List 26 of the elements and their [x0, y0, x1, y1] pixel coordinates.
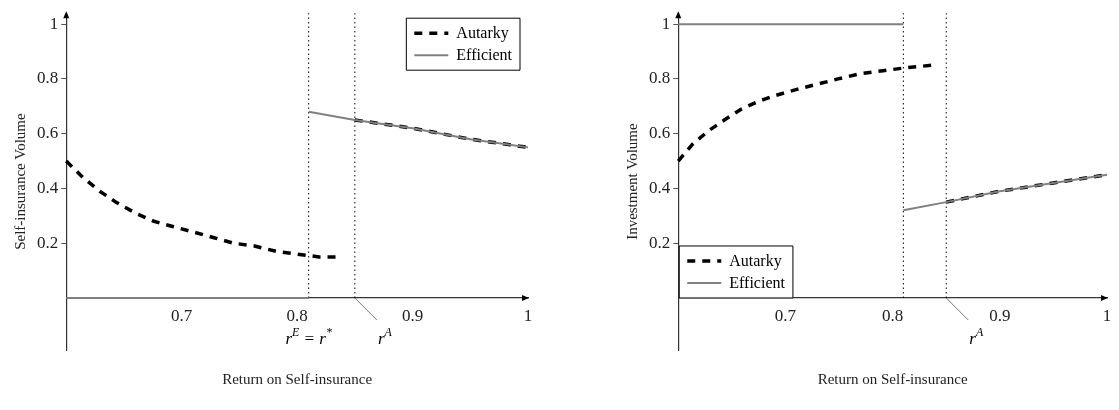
y-tick-label: 0.8: [37, 68, 59, 88]
y-tick-label: 1: [661, 13, 671, 33]
legend-label: Efficient: [456, 46, 513, 64]
legend-label: Autarky: [729, 252, 782, 271]
x-axis-title: Return on Self-insurance: [222, 370, 373, 387]
legend-label: Autarky: [456, 24, 509, 43]
y-tick-label: 0.8: [649, 68, 671, 88]
x-tick-label: 1: [523, 305, 533, 325]
x-axis-title: Return on Self-insurance: [817, 370, 968, 387]
y-tick-label: 0.6: [37, 123, 59, 143]
x-tick-label: 0.7: [774, 305, 797, 325]
y-tick-label: 0.4: [649, 177, 671, 197]
y-axis-title: Self-insurance Volume: [11, 113, 28, 250]
legend-label: Efficient: [729, 274, 786, 292]
x-tick-label: 0.7: [171, 305, 193, 325]
y-tick-label: 0.2: [37, 232, 59, 252]
x-tick-label: 0.8: [882, 305, 904, 325]
y-tick-label: 0.6: [649, 123, 671, 143]
y-axis-title: Investment Volume: [623, 123, 640, 240]
x-tick-label: 0.9: [989, 305, 1011, 325]
x-tick-label: 0.8: [286, 305, 308, 325]
y-tick-label: 0.4: [37, 177, 59, 197]
x-tick-label: 0.9: [401, 305, 424, 325]
y-tick-label: 1: [49, 13, 59, 33]
y-tick-label: 0.2: [649, 232, 671, 252]
x-tick-label: 1: [1102, 305, 1112, 325]
